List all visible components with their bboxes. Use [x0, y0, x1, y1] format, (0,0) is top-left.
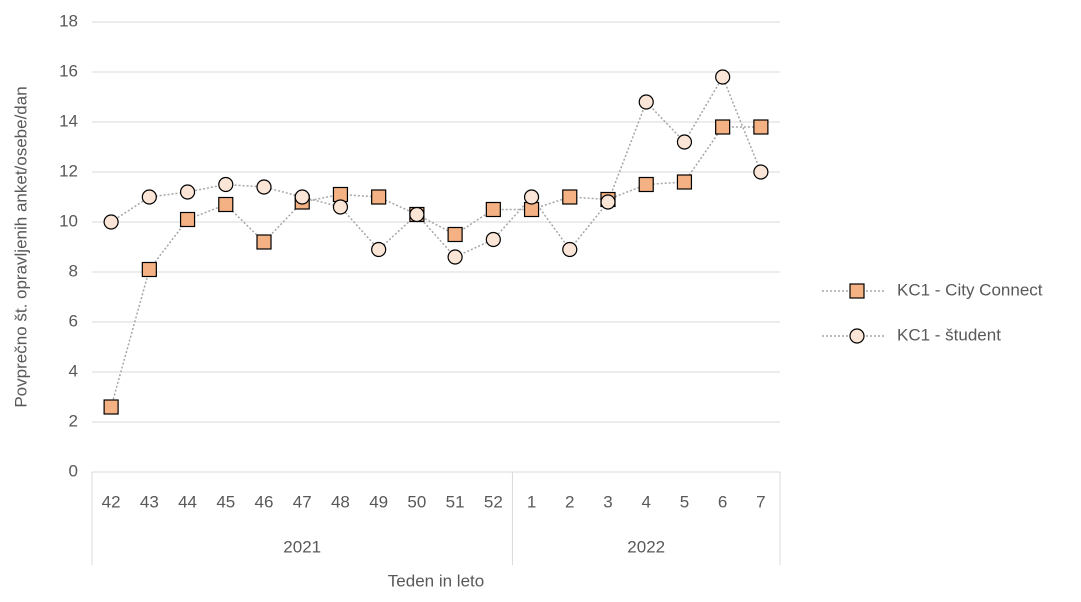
data-point — [523, 201, 540, 218]
x-tick-label: 6 — [718, 492, 727, 511]
y-tick-label: 6 — [69, 311, 78, 330]
y-tick-label: 16 — [59, 61, 78, 80]
y-tick-label: 4 — [69, 361, 78, 380]
x-group-label: 2021 — [283, 537, 321, 556]
x-group-label: 2022 — [627, 537, 665, 556]
data-point — [753, 164, 769, 180]
data-point — [409, 206, 425, 223]
data-point — [256, 179, 272, 195]
x-tick-label: 45 — [216, 492, 235, 511]
x-tick-label: 7 — [756, 492, 765, 511]
data-point — [485, 231, 501, 248]
data-point — [103, 399, 119, 415]
data-point — [332, 199, 349, 215]
data-point — [294, 189, 310, 205]
data-point — [485, 201, 501, 218]
legend-marker — [849, 283, 865, 299]
x-tick-label: 49 — [369, 492, 388, 511]
data-point — [179, 211, 196, 228]
x-tick-label: 51 — [446, 492, 465, 511]
data-point — [179, 184, 196, 200]
legend-marker — [849, 328, 865, 344]
data-point — [715, 119, 731, 135]
data-point — [523, 189, 540, 205]
data-point — [371, 241, 387, 258]
x-tick-label: 50 — [407, 492, 426, 511]
data-point — [332, 186, 349, 203]
data-point — [600, 194, 616, 210]
data-point — [218, 176, 234, 193]
y-tick-label: 18 — [59, 11, 78, 30]
data-point — [103, 214, 119, 230]
x-tick-label: 5 — [680, 492, 689, 511]
x-tick-label: 2 — [565, 492, 574, 511]
data-point — [753, 119, 769, 135]
x-tick-label: 46 — [255, 492, 274, 511]
x-tick-label: 1 — [527, 492, 536, 511]
x-tick-label: 47 — [293, 492, 312, 511]
y-tick-label: 10 — [59, 211, 78, 230]
x-tick-label: 44 — [178, 492, 197, 511]
data-point — [676, 134, 693, 150]
x-tick-label: 52 — [484, 492, 503, 511]
y-axis-label: Povprečno št. opravljenih anket/osebe/da… — [11, 86, 30, 407]
series-line — [110, 75, 762, 258]
data-point — [447, 226, 463, 243]
x-axis-label: Teden in leto — [388, 571, 484, 590]
data-point — [676, 174, 693, 190]
data-point — [638, 176, 654, 193]
data-point — [141, 189, 157, 205]
data-point — [256, 234, 272, 250]
legend-label: KC1 - študent — [897, 325, 1001, 344]
x-tick-label: 48 — [331, 492, 350, 511]
x-tick-label: 3 — [603, 492, 612, 511]
x-tick-label: 42 — [102, 492, 121, 511]
data-point — [562, 241, 578, 258]
data-point — [141, 261, 157, 278]
data-point — [715, 69, 731, 85]
data-point — [562, 189, 578, 205]
data-point — [447, 249, 463, 265]
y-tick-label: 2 — [69, 411, 78, 430]
series-line — [110, 126, 761, 408]
y-tick-label: 8 — [69, 261, 78, 280]
data-point — [218, 196, 234, 213]
data-point — [638, 94, 654, 110]
data-point — [371, 189, 387, 205]
y-tick-label: 12 — [59, 161, 78, 180]
x-tick-label: 43 — [140, 492, 159, 511]
y-tick-label: 14 — [59, 111, 78, 130]
y-tick-label: 0 — [69, 461, 78, 480]
x-tick-label: 4 — [641, 492, 650, 511]
legend-label: KC1 - City Connect — [897, 280, 1043, 299]
